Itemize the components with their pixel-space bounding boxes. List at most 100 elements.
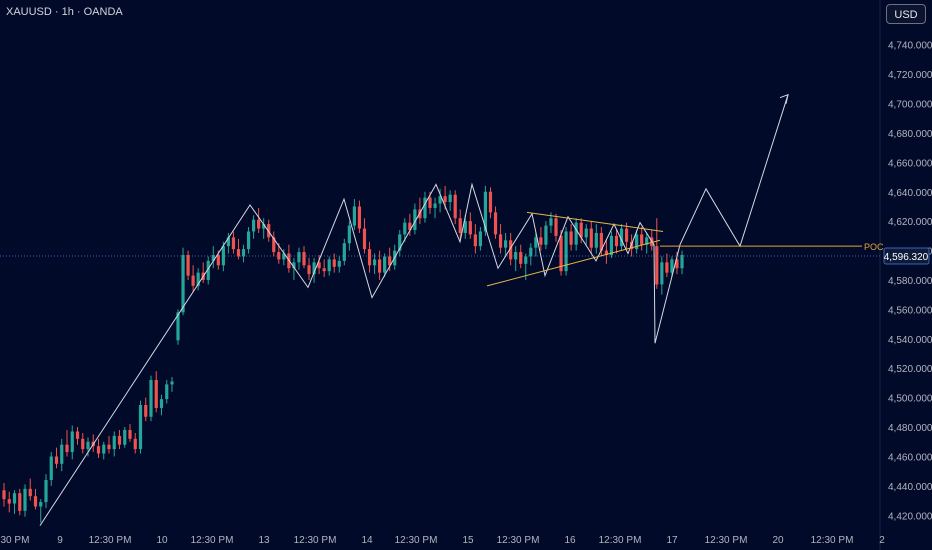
candle [408,213,412,236]
currency-button[interactable]: USD [886,4,926,24]
candle-body [483,191,488,232]
candle [665,253,669,278]
candle [282,249,286,266]
candle-body [196,272,200,286]
candle [478,227,482,251]
candle [81,432,85,454]
y-tick-label: 4,660.000 [888,158,932,169]
candle [468,212,472,239]
x-tick-label: 16 [564,535,576,546]
x-tick-label: 12:30 PM [811,535,854,546]
candle [529,243,533,266]
candle-body [221,246,225,266]
candle-body [144,405,148,417]
candle-body [624,228,629,242]
x-tick-label: 10 [156,535,168,546]
candle [231,231,236,254]
candle [680,250,684,275]
candle-body [65,444,69,453]
candle [12,490,17,514]
candle-body [614,235,619,247]
candle [594,224,598,254]
candle [423,191,427,223]
candle [574,218,578,251]
candle-body [383,256,387,273]
candle-body [241,249,246,257]
candle-body [443,196,447,203]
candle [226,232,230,254]
candle-body [44,480,48,503]
candle [473,224,477,254]
candle-body [584,228,588,238]
candle [559,230,563,276]
candle-body [493,212,498,235]
candle [181,247,185,316]
candle-body [2,490,6,500]
candle-body [529,247,533,257]
candle-body [619,228,624,247]
candle [7,491,11,513]
candle [33,488,38,510]
candle [347,221,351,251]
candle-body [357,206,362,229]
candle-body [514,252,518,260]
arrow-head [779,93,789,104]
candle [241,244,246,263]
candle [352,199,356,230]
candle [504,232,508,257]
candle-body [138,405,143,450]
candle [60,438,64,472]
candle-body [186,255,190,276]
candle-body [488,191,493,213]
candle-body [211,255,215,261]
candle [398,230,402,257]
candle-body [554,218,558,236]
candle-body [635,234,639,250]
candle-body [102,444,106,454]
candle-body [645,237,649,245]
candle [579,218,583,244]
poc-label: POC [864,242,884,252]
x-tick-label: 12:30 PM [497,535,540,546]
candle-body [342,243,346,261]
candle [332,253,336,273]
candle [154,371,158,413]
candle-body [165,384,169,400]
candle [201,262,205,283]
candle [165,380,169,404]
candle-body [539,237,543,245]
candle-body [448,194,452,203]
candle [655,218,659,289]
candle-body [332,259,336,267]
x-tick-label: 12:30 PM [395,535,438,546]
x-tick-label: 12:30 PM [89,535,132,546]
candle [18,488,22,516]
current-price-label: 4,596.320 [884,252,929,263]
candle-body [128,430,132,439]
candle [458,209,462,239]
candle [149,375,153,422]
y-tick-label: 4,500.000 [888,394,932,405]
candle-body [428,197,432,208]
candle [128,424,132,442]
candle-body [337,260,341,267]
candle [493,206,498,239]
candle-body [478,231,482,247]
candle-body [569,231,573,245]
candle-body [302,252,306,266]
candle-body [609,235,614,255]
candle [252,215,256,239]
candle-body [272,237,276,253]
candle-body [524,256,528,264]
x-tick-label: 12:30 PM [705,535,748,546]
candle-body [388,256,392,266]
x-tick-label: 12:30 PM [599,535,642,546]
candle [322,259,326,278]
candle [49,452,53,486]
candle-body [519,252,523,264]
x-tick-label: 12:30 PM [191,535,234,546]
candle-body [292,262,296,269]
candle [599,227,603,257]
